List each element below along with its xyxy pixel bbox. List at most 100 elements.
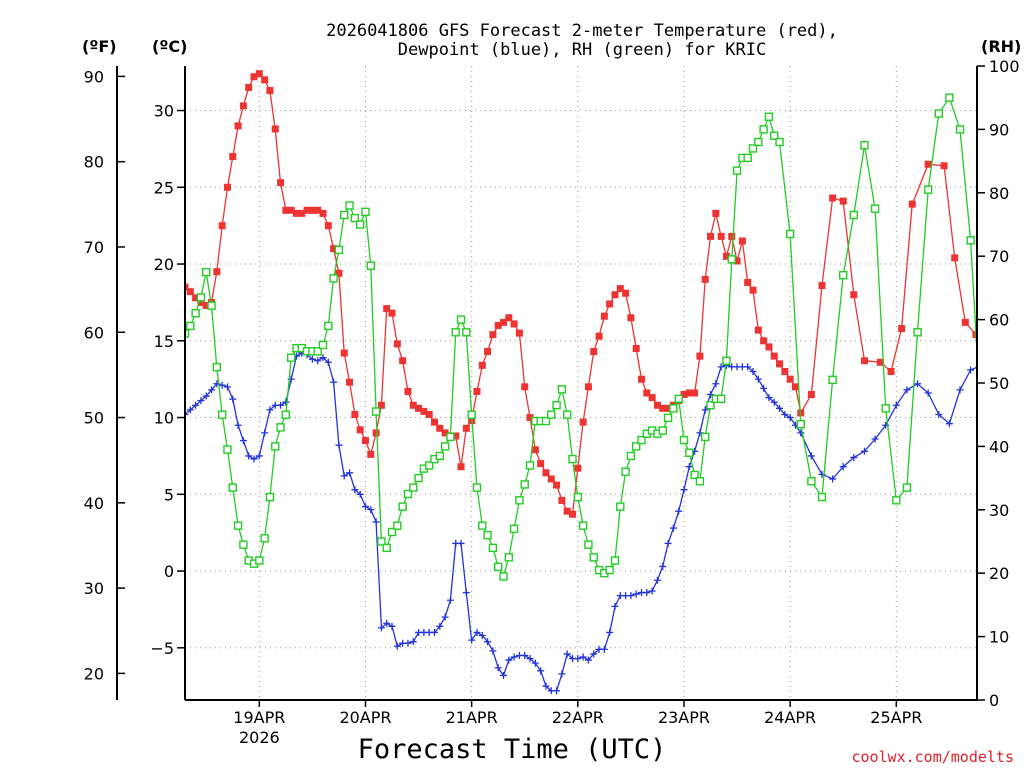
data-point	[707, 391, 715, 399]
data-point	[744, 278, 752, 286]
data-point	[659, 562, 667, 570]
series-layer	[185, 70, 1006, 695]
data-point	[573, 492, 583, 502]
data-point	[781, 410, 789, 418]
data-point	[356, 490, 364, 498]
data-point	[489, 331, 497, 339]
data-point	[330, 378, 338, 386]
data-point	[435, 451, 444, 461]
data-point	[314, 206, 322, 214]
data-point	[706, 400, 715, 410]
data-point	[186, 406, 194, 414]
data-point	[770, 398, 778, 406]
data-point	[185, 329, 190, 338]
data-point	[999, 360, 1006, 367]
data-point	[478, 521, 487, 530]
data-point	[770, 131, 779, 140]
series-2-meter-temperature	[185, 70, 977, 518]
data-point	[972, 331, 977, 339]
data-point	[537, 460, 545, 468]
data-point	[388, 309, 396, 317]
date-tick-label: 24APR	[764, 708, 816, 727]
rh-tick-label: 20	[989, 564, 1009, 583]
data-point	[579, 653, 587, 661]
data-point	[712, 209, 720, 217]
data-point	[557, 385, 567, 394]
data-point	[807, 391, 815, 399]
data-point	[892, 496, 901, 505]
data-point	[324, 358, 332, 366]
celsius-tick-label: 15	[154, 332, 174, 351]
data-point	[892, 401, 900, 409]
data-point	[791, 383, 799, 391]
data-point	[951, 254, 959, 262]
data-point	[356, 426, 364, 434]
data-point	[669, 524, 677, 532]
data-point	[860, 447, 868, 455]
data-point	[934, 109, 943, 118]
data-point	[584, 540, 593, 549]
data-point	[923, 185, 933, 194]
gridlines	[185, 66, 977, 700]
data-point	[340, 210, 349, 220]
data-point	[547, 475, 555, 483]
data-point	[488, 543, 498, 553]
data-point	[626, 451, 636, 461]
data-point	[531, 659, 539, 667]
data-point	[648, 394, 656, 402]
fahrenheit-axis-label: (ºF)	[82, 37, 117, 56]
data-point	[860, 357, 868, 365]
data-point	[606, 300, 614, 308]
data-point	[303, 206, 311, 214]
data-point	[727, 255, 736, 264]
data-point	[860, 141, 869, 150]
chart-title-line-1: 2026041806 GFS Forecast 2-meter Temperat…	[326, 21, 838, 41]
data-point	[255, 452, 263, 460]
data-point	[521, 383, 529, 391]
data-point	[680, 486, 688, 494]
data-point	[287, 206, 295, 214]
data-point	[266, 406, 274, 414]
data-point	[776, 404, 784, 412]
data-point	[945, 93, 954, 102]
date-tick-label: 23APR	[658, 708, 710, 727]
celsius-tick-label: 30	[154, 102, 174, 121]
data-point	[691, 389, 699, 397]
data-point	[282, 398, 290, 406]
fahrenheit-tick-label: 50	[84, 409, 104, 428]
data-point	[457, 539, 465, 547]
data-point	[553, 687, 561, 695]
rh-tick-label: 30	[989, 501, 1009, 520]
data-point	[367, 506, 375, 514]
data-point	[722, 356, 731, 366]
data-point	[372, 518, 380, 526]
rh-tick-label: 0	[989, 691, 999, 710]
data-point	[829, 194, 837, 202]
data-point	[754, 326, 762, 334]
data-point	[675, 507, 683, 515]
data-point	[849, 210, 859, 220]
data-point	[659, 404, 667, 412]
data-point	[584, 383, 592, 391]
data-point	[839, 197, 847, 205]
data-point	[308, 355, 316, 363]
data-point	[648, 587, 656, 595]
rh-tick-label: 80	[989, 184, 1009, 203]
data-point	[744, 363, 752, 371]
rh-tick-label: 50	[989, 374, 1009, 393]
data-point	[388, 622, 396, 630]
fahrenheit-tick-label: 30	[84, 579, 104, 598]
data-point	[637, 435, 646, 445]
chart-title-line-2: Dewpoint (blue), RH (green) for KRIC	[398, 40, 766, 60]
data-point	[978, 362, 985, 369]
data-point	[351, 486, 359, 494]
data-point	[839, 271, 848, 280]
data-point	[192, 401, 200, 409]
data-point	[313, 347, 322, 356]
data-point	[913, 328, 922, 337]
data-point	[765, 343, 773, 351]
data-point	[537, 667, 545, 675]
data-point	[462, 589, 470, 597]
data-point	[760, 337, 768, 345]
